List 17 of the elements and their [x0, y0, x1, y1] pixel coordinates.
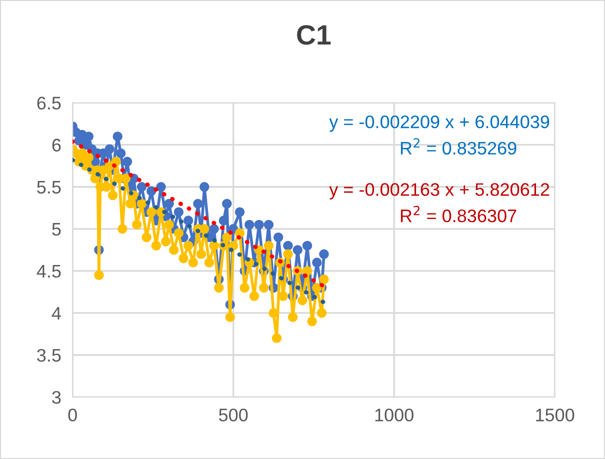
y-tick-label: 4.5 — [36, 265, 61, 278]
annotation: R$^{2}$ = 0.835269 — [400, 138, 516, 155]
y-tick-label: 3.5 — [37, 348, 61, 362]
annotation: R$^{2}$ = 0.836307 — [400, 206, 516, 222]
x-tick-label: 1000 — [375, 408, 414, 422]
y-tick-label: 5.5 — [37, 181, 61, 194]
y-tick-label: 6 — [52, 138, 61, 152]
chart-title: C1 — [297, 25, 331, 45]
y-tick-label: 3 — [52, 390, 61, 404]
x-tick-label: 0 — [68, 408, 77, 422]
annotation: y = -0.002209 x + 6.044039 — [329, 115, 550, 132]
y-tick-label: 5 — [52, 223, 61, 236]
annotation: y = -0.002163 x + 5.820612 — [329, 183, 550, 200]
x-tick-label: 1500 — [536, 408, 574, 422]
y-tick-label: 4 — [52, 307, 61, 320]
x-tick-label: 500 — [218, 408, 248, 422]
y-tick-label: 6.5 — [37, 96, 61, 110]
